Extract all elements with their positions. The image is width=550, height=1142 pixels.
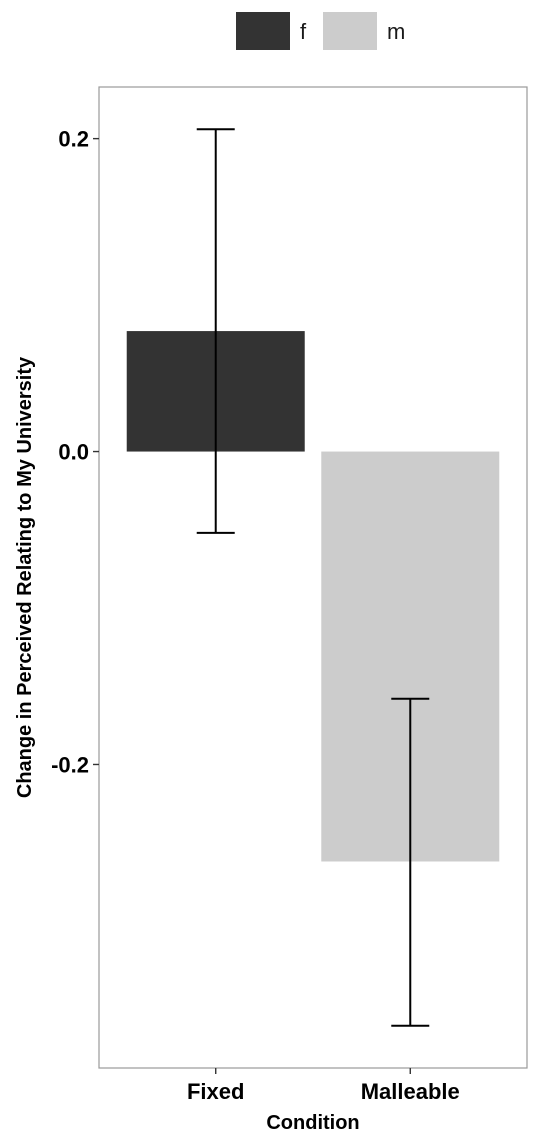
error-bars — [196, 128, 430, 1027]
x-tick-label-fixed: Fixed — [187, 1079, 244, 1104]
legend-key-m — [323, 12, 377, 50]
x-axis: Fixed Malleable — [187, 1068, 460, 1104]
y-tick-label: -0.2 — [51, 752, 89, 777]
error-bar-malleable — [391, 697, 430, 1027]
error-bar-fixed — [196, 128, 235, 534]
y-axis-title: Change in Perceived Relating to My Unive… — [14, 356, 36, 798]
x-axis-title: Condition — [266, 1112, 359, 1134]
legend-label-f: f — [300, 19, 307, 44]
y-axis: -0.2 0.0 0.2 — [51, 127, 99, 777]
legend-label-m: m — [387, 19, 405, 44]
legend-key-f — [236, 12, 290, 50]
x-tick-label-malleable: Malleable — [361, 1079, 460, 1104]
legend-item-m: m — [323, 12, 405, 50]
legend-item-f: f — [236, 12, 307, 50]
y-tick-label: 0.0 — [58, 440, 89, 465]
y-tick-label: 0.2 — [58, 127, 89, 152]
